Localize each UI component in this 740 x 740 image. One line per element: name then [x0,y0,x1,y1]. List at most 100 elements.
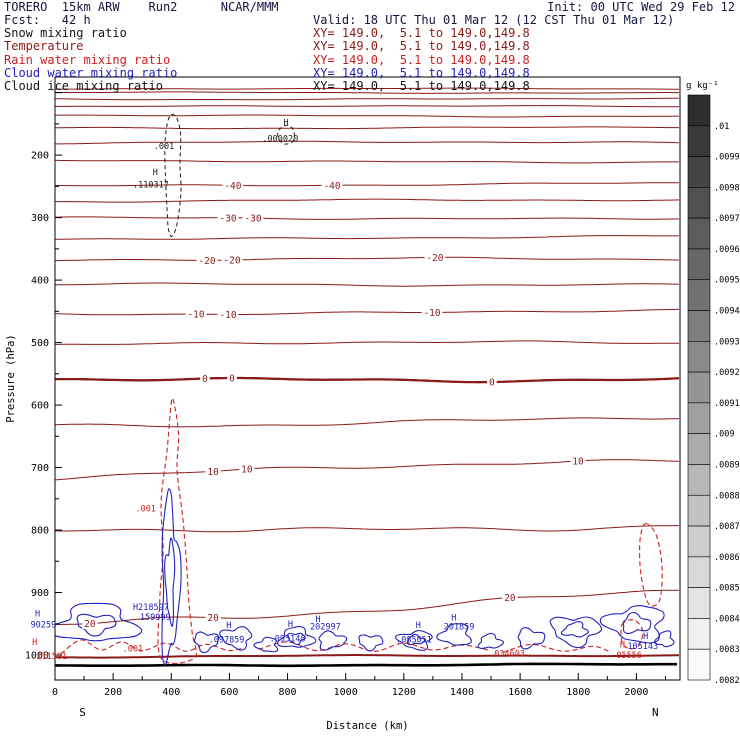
temperature-contour-label: 20 [207,613,219,624]
colorbar-tick-label: .0087 [714,522,740,532]
contour-label-mask [217,308,239,320]
snow-ice-label: H [153,168,158,178]
cloud-water-contour [164,537,176,627]
colorbar-tick-label: .0096 [714,245,740,255]
temperature-contour-label: -10 [219,310,236,321]
colorbar-cell [687,279,711,311]
temperature-contour [55,235,679,240]
colorbar-tick-label: .0092 [714,368,740,378]
temperature-contour-label: 10 [207,467,219,478]
x-axis-tick-label: 1800 [566,687,590,698]
temperature-contour [55,417,680,428]
temperature-contour [55,104,680,108]
colorbar-cell [687,494,711,527]
cloud-water-contour [654,630,675,648]
x-axis-tick-label: 800 [279,687,297,698]
colorbar-tick-label: .0097 [714,214,740,224]
rain-label: H [32,638,37,648]
cloud-water-label: 90259 [31,621,57,631]
contour-label-mask [200,373,210,385]
surface-line [55,662,677,668]
colorbar-tick-label: .0094 [714,307,740,317]
colorbar-cell [687,341,711,373]
cloud-water-label: H [643,632,648,642]
colorbar-tick-label: .0084 [714,614,740,624]
y-axis-tick-label: 200 [31,151,49,162]
contour-label-mask [502,592,518,604]
colorbar-tick-label: .009 [714,430,734,440]
cloud-water-contour [394,630,433,651]
contour-label-mask [222,179,244,191]
colorbar-cell [687,248,711,281]
x-axis-title: Distance (km) [326,720,408,732]
temperature-contour-label: -20 [426,253,443,264]
cloud-water-contour [287,632,306,646]
colorbar-tick-label: .0085 [714,584,740,594]
snow-ice-label: .110317 [133,181,169,191]
colorbar-cell [687,587,711,619]
y-axis-tick-label: 800 [31,526,49,537]
temperature-contour-label: -30 [244,214,261,225]
snow-ice-label: H [284,119,289,129]
cloud-water-contour [406,633,426,646]
colorbar-cell [687,310,711,342]
cloud-water-contour [358,634,384,652]
colorbar-cell [687,464,711,496]
colorbar-tick-label: .0093 [714,337,740,347]
temperature-contour [55,140,680,145]
temperature-contour-label: -10 [423,308,440,319]
colorbar-tick-label: .0095 [714,276,740,286]
temperature-contour [55,87,679,90]
cloud-water-contour [161,488,182,666]
y-axis-tick-label: 900 [31,588,49,599]
cloud-water-contour [194,631,220,654]
cloud-water-label: 105143 [627,642,658,652]
x-axis-tick-label: 600 [220,687,238,698]
cloud-water-contour [253,636,279,653]
temperature-contour-label: -40 [323,181,340,192]
colorbar-cell [687,187,711,219]
temperature-contour-label: 20 [504,593,516,604]
x-axis-tick-label: 200 [104,687,122,698]
contour-label-mask [239,463,255,475]
temperature-contour-label: 20 [84,619,96,630]
temperature-contour [55,159,679,164]
cloud-water-label: .085051 [396,636,432,646]
rain-contour [60,639,245,655]
cloud-water-contour [622,611,652,635]
axis-end-label: N [652,706,659,719]
colorbar-tick-label: .0099 [714,153,740,163]
colorbar-tick-label: .01 [714,122,729,132]
colorbar-tick-label: .0083 [714,645,740,655]
snow-ice-label: .000020 [262,134,298,144]
temperature-contour-label: 0 [229,373,235,384]
colorbar-cell [687,525,711,558]
axis-end-label: S [79,706,86,719]
temperature-contour-label: -20 [223,256,240,267]
temperature-contour [55,126,679,130]
colorbar-cell [687,371,711,404]
temperature-contour [55,654,679,659]
rain-contour [502,643,611,654]
contour-label-mask [185,308,207,320]
temperature-contour [55,256,680,262]
contour-label-mask [221,254,243,266]
contour-label-mask [321,179,343,191]
temperature-contour [55,308,679,316]
colorbar-cell [687,433,711,465]
y-axis-title: Pressure (hPa) [5,334,17,423]
colorbar-cell [687,556,711,588]
rain-label: 05556 [616,651,642,661]
cloud-water-label: H [416,621,421,631]
colorbar-units-label: g kg⁻¹ [686,81,719,91]
cloud-water-contour [560,621,589,638]
temperature-contour-label: 0 [489,378,495,389]
cloud-water-contour [219,626,253,651]
cloud-water-contour [76,613,117,637]
contour-label-mask [242,212,264,224]
temperature-contour-label: 0 [202,374,208,385]
colorbar-cell [687,125,711,157]
snow-ice-label: .001 [154,142,174,152]
